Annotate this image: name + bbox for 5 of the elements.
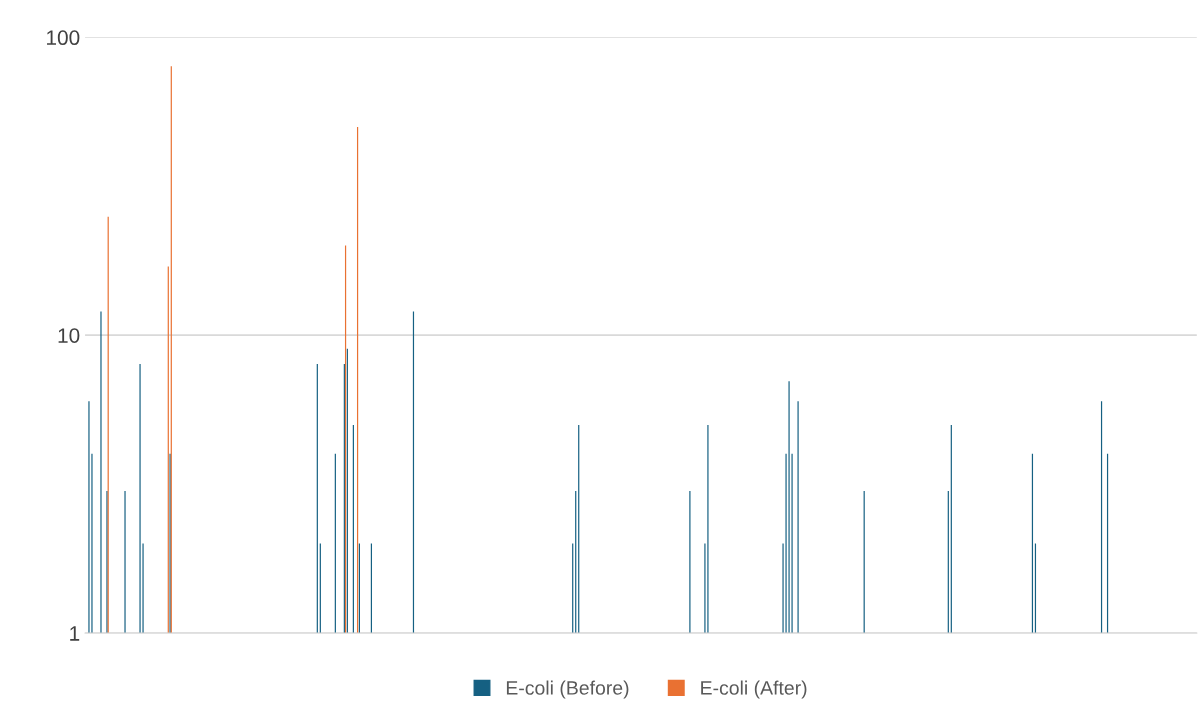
y-tick-label: 100 xyxy=(47,30,80,46)
y-tick-label: 10 xyxy=(58,328,80,343)
legend-label: E-coli (Before) xyxy=(506,680,629,699)
y-tick-label: 1 xyxy=(70,626,80,641)
legend-label: E-coli (After) xyxy=(701,680,807,699)
